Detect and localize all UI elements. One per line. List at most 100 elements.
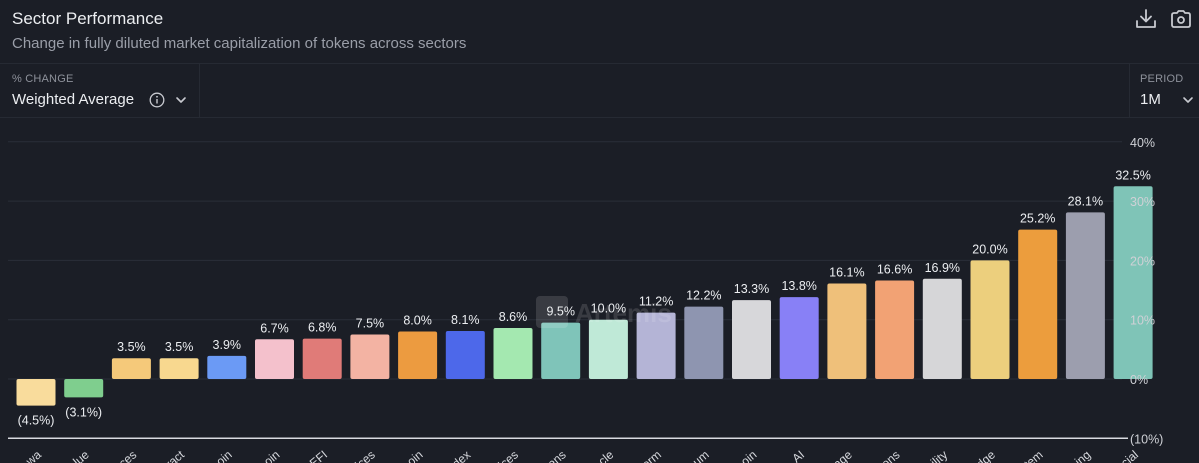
x-tick-label: ons	[879, 448, 903, 463]
x-tick-label: cle	[596, 447, 617, 463]
x-tick-label: dge	[974, 447, 999, 463]
x-tick-label: age	[830, 447, 855, 463]
chart-title: Sector Performance	[12, 9, 164, 28]
y-tick-label: 0%	[1130, 373, 1148, 387]
period-select[interactable]: PERIOD 1M	[1129, 63, 1199, 117]
camera-icon	[1171, 10, 1191, 28]
x-axis-labels: wa lue ces ract oin oin EFI ices oin dex ices ens cl…	[22, 447, 1141, 463]
x-tick-label: ing	[1072, 448, 1093, 463]
period-separator	[1129, 63, 1130, 117]
bar[interactable]	[493, 328, 533, 379]
bar-value-label: 28.1%	[1068, 194, 1103, 208]
bar-value-label: 3.5%	[117, 340, 146, 354]
bar-value-label: 6.7%	[260, 321, 289, 335]
header-divider	[0, 63, 1199, 64]
bar-value-label: 12.2%	[686, 289, 721, 303]
bar[interactable]	[16, 379, 56, 406]
y-tick-label: (10%)	[1130, 432, 1163, 446]
info-icon[interactable]	[149, 92, 165, 108]
bar-value-label: 9.5%	[546, 305, 575, 319]
value-labels: (4.5%) (3.1%) 3.5% 3.5% 3.9% 6.7% 6.8% 7.5% 8.0%…	[18, 168, 1151, 427]
y-axis-ticks: 40% 30% 20% 10% 0% (10%)	[1130, 136, 1163, 446]
bar-value-label: 13.3%	[734, 282, 769, 296]
metric-select[interactable]: % CHANGE Weighted Average	[0, 63, 199, 117]
y-tick-label: 40%	[1130, 136, 1155, 150]
period-value: 1M	[1140, 91, 1161, 108]
bar[interactable]	[827, 283, 867, 379]
y-tick-label: 10%	[1130, 314, 1155, 328]
bar[interactable]	[398, 331, 438, 379]
x-tick-label: oin	[738, 448, 759, 463]
bar[interactable]	[255, 339, 294, 379]
x-tick-label: ices	[496, 448, 521, 463]
control-separator	[199, 63, 200, 117]
bar-value-label: 32.5%	[1115, 168, 1150, 182]
controls-divider	[0, 117, 1199, 118]
bar-value-label: 6.8%	[308, 321, 337, 335]
bar-value-label: 3.5%	[165, 340, 194, 354]
bar-value-label: 20.0%	[972, 242, 1007, 256]
bar-value-label: 10.0%	[591, 302, 626, 316]
bar[interactable]	[1018, 229, 1058, 379]
x-tick-label: oin	[404, 448, 425, 463]
bar-value-label: 16.6%	[877, 263, 912, 277]
x-tick-label: orm	[639, 448, 664, 463]
bar[interactable]	[732, 300, 771, 379]
bar-value-label: 8.0%	[403, 314, 432, 328]
x-tick-label: EFI	[307, 448, 330, 463]
x-tick-label: ices	[352, 448, 377, 463]
metric-value: Weighted Average	[12, 91, 135, 108]
bar-value-label: 11.2%	[639, 295, 674, 309]
screenshot-button[interactable]	[1169, 8, 1193, 30]
bar[interactable]	[588, 319, 628, 379]
bar[interactable]	[779, 297, 819, 379]
bar[interactable]	[302, 338, 342, 379]
bar[interactable]	[1113, 186, 1153, 379]
bar[interactable]	[875, 280, 915, 379]
bar-value-label: 16.1%	[829, 266, 864, 280]
x-tick-label: lue	[70, 447, 92, 463]
bar[interactable]	[636, 312, 676, 379]
bar[interactable]	[684, 306, 724, 379]
download-icon	[1136, 9, 1156, 28]
x-tick-label: oin	[213, 448, 234, 463]
period-label: PERIOD	[1140, 73, 1184, 85]
bar[interactable]	[207, 355, 247, 379]
download-button[interactable]	[1134, 8, 1158, 30]
bar[interactable]	[1065, 212, 1105, 379]
bar-value-label: 8.1%	[451, 313, 480, 327]
x-tick-label: oin	[261, 448, 282, 463]
x-tick-label: ility	[928, 448, 950, 463]
metric-label: % CHANGE	[12, 73, 74, 85]
bar[interactable]	[64, 379, 104, 398]
watermark-text: Artemis	[575, 298, 672, 328]
chevron-down-icon	[176, 97, 186, 103]
x-tick-label: dex	[449, 448, 473, 463]
x-tick-label: wa	[22, 447, 44, 463]
chart-subtitle: Change in fully diluted market capitaliz…	[12, 35, 467, 52]
bar-value-label: (4.5%)	[18, 414, 55, 428]
bar-value-label: 16.9%	[925, 261, 960, 275]
bars	[16, 186, 1153, 406]
bar[interactable]	[111, 358, 151, 379]
bar[interactable]	[970, 260, 1010, 379]
x-tick-label: tem	[1021, 448, 1045, 463]
x-tick-label: AI	[789, 448, 807, 463]
chevron-down-icon	[1183, 97, 1193, 103]
watermark: Artemis	[535, 295, 685, 336]
bar[interactable]	[159, 358, 199, 379]
bar[interactable]	[541, 322, 581, 379]
x-tick-label: um	[690, 448, 712, 463]
bar-value-label: (3.1%)	[65, 405, 102, 419]
bar-value-label: 3.9%	[213, 338, 242, 352]
x-tick-label: ens	[545, 448, 569, 463]
y-tick-label: 30%	[1130, 195, 1155, 209]
bar[interactable]	[350, 334, 390, 379]
x-tick-label: ract	[163, 447, 188, 463]
bar[interactable]	[922, 278, 962, 379]
bar[interactable]	[445, 330, 485, 379]
x-tick-label: ces	[116, 448, 139, 463]
x-tick-label: cial	[1118, 448, 1141, 463]
bar-value-label: 25.2%	[1020, 212, 1055, 226]
